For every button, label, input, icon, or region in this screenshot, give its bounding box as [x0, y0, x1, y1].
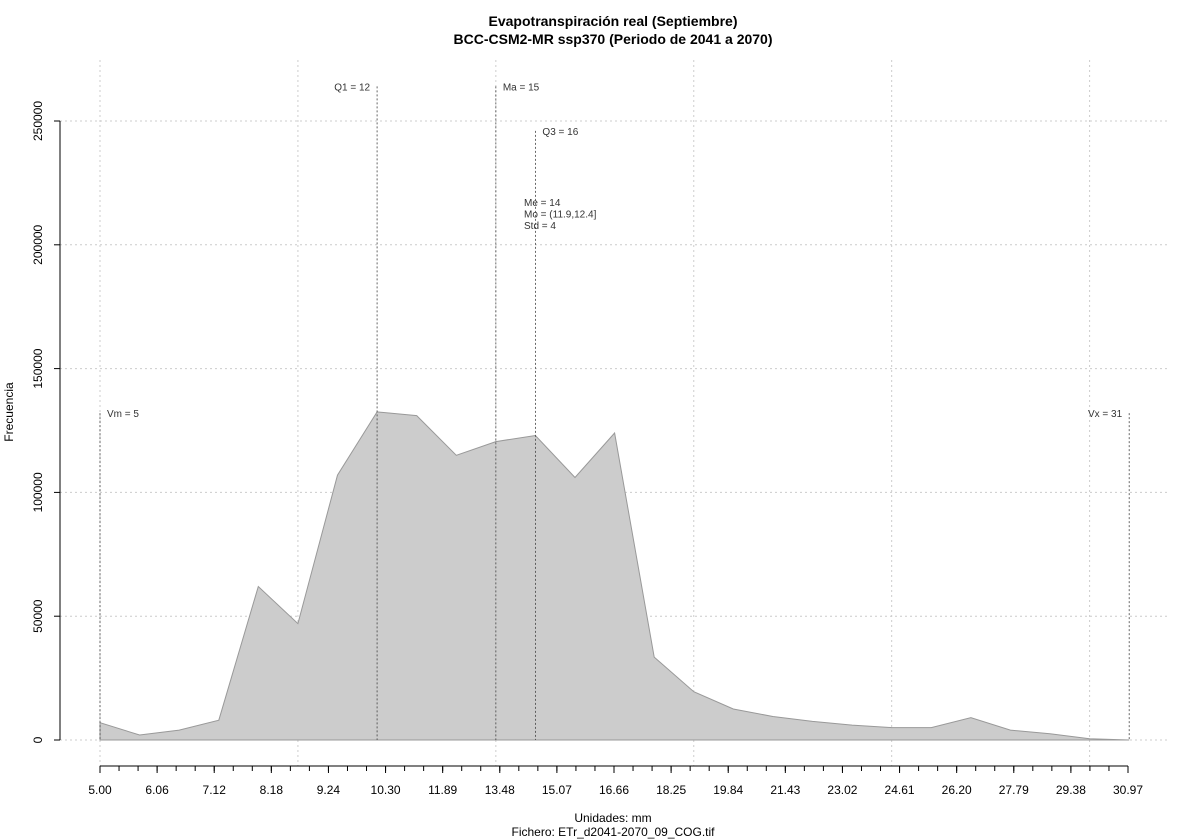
x-tick-label: 16.66	[599, 783, 629, 797]
x-tick-label: 13.48	[485, 783, 515, 797]
x-tick-label: 24.61	[885, 783, 915, 797]
x-tick-label: 23.02	[827, 783, 857, 797]
x-tick-label: 7.12	[203, 783, 227, 797]
y-tick-label: 0	[31, 736, 45, 743]
frequency-area	[99, 411, 1130, 741]
x-tick-label: 21.43	[770, 783, 800, 797]
x-tick-label: 10.30	[371, 783, 401, 797]
x-tick-label: 19.84	[713, 783, 743, 797]
x-tick-label: 26.20	[942, 783, 972, 797]
x-tick-label: 5.00	[88, 783, 112, 797]
y-tick-label: 150000	[31, 348, 45, 388]
statistic-label: Mo = (11.9,12.4]	[524, 210, 597, 221]
statistic-markers: Vm = 5 Q1 = 12 Ma = 15 Q3 = 16 Vx = 31 Me = 1…	[99, 82, 1130, 740]
chart-title: Evapotranspiración real (Septiembre)	[489, 13, 738, 29]
x-tick-label: 30.97	[1113, 783, 1143, 797]
x-tick-label: 6.06	[145, 783, 169, 797]
chart-subtitle: BCC-CSM2-MR ssp370 (Periodo de 2041 a 20…	[454, 31, 773, 47]
y-tick-label: 50000	[31, 599, 45, 633]
x-tick-label: 18.25	[656, 783, 686, 797]
y-axis-label: Frecuencia	[2, 382, 16, 442]
y-tick-label: 250000	[31, 101, 45, 141]
marker-label: Vm = 5	[107, 409, 139, 420]
file-name-caption: Fichero: ETr_d2041-2070_09_COG.tif	[512, 825, 716, 839]
frequency-area-fill	[99, 411, 1130, 741]
x-tick-label: 29.38	[1056, 783, 1086, 797]
axes: 0 50000 100000 150000 200000 250000 5.00 6.06 7.…	[31, 101, 1143, 797]
x-tick-label: 8.18	[260, 783, 284, 797]
x-tick-label: 9.24	[317, 783, 341, 797]
marker-label: Vx = 31	[1088, 409, 1123, 420]
x-tick-label: 15.07	[542, 783, 572, 797]
y-tick-label: 100000	[31, 472, 45, 512]
x-tick-label: 27.79	[999, 783, 1029, 797]
x-axis-label: Unidades: mm	[574, 811, 651, 825]
statistic-label: Std = 4	[524, 221, 556, 232]
marker-label: Q3 = 16	[542, 127, 578, 138]
statistic-label: Me = 14	[524, 198, 561, 209]
marker-label: Q1 = 12	[334, 82, 370, 93]
x-tick-label: 11.89	[428, 783, 457, 797]
y-tick-label: 200000	[31, 224, 45, 264]
marker-label: Ma = 15	[503, 82, 540, 93]
